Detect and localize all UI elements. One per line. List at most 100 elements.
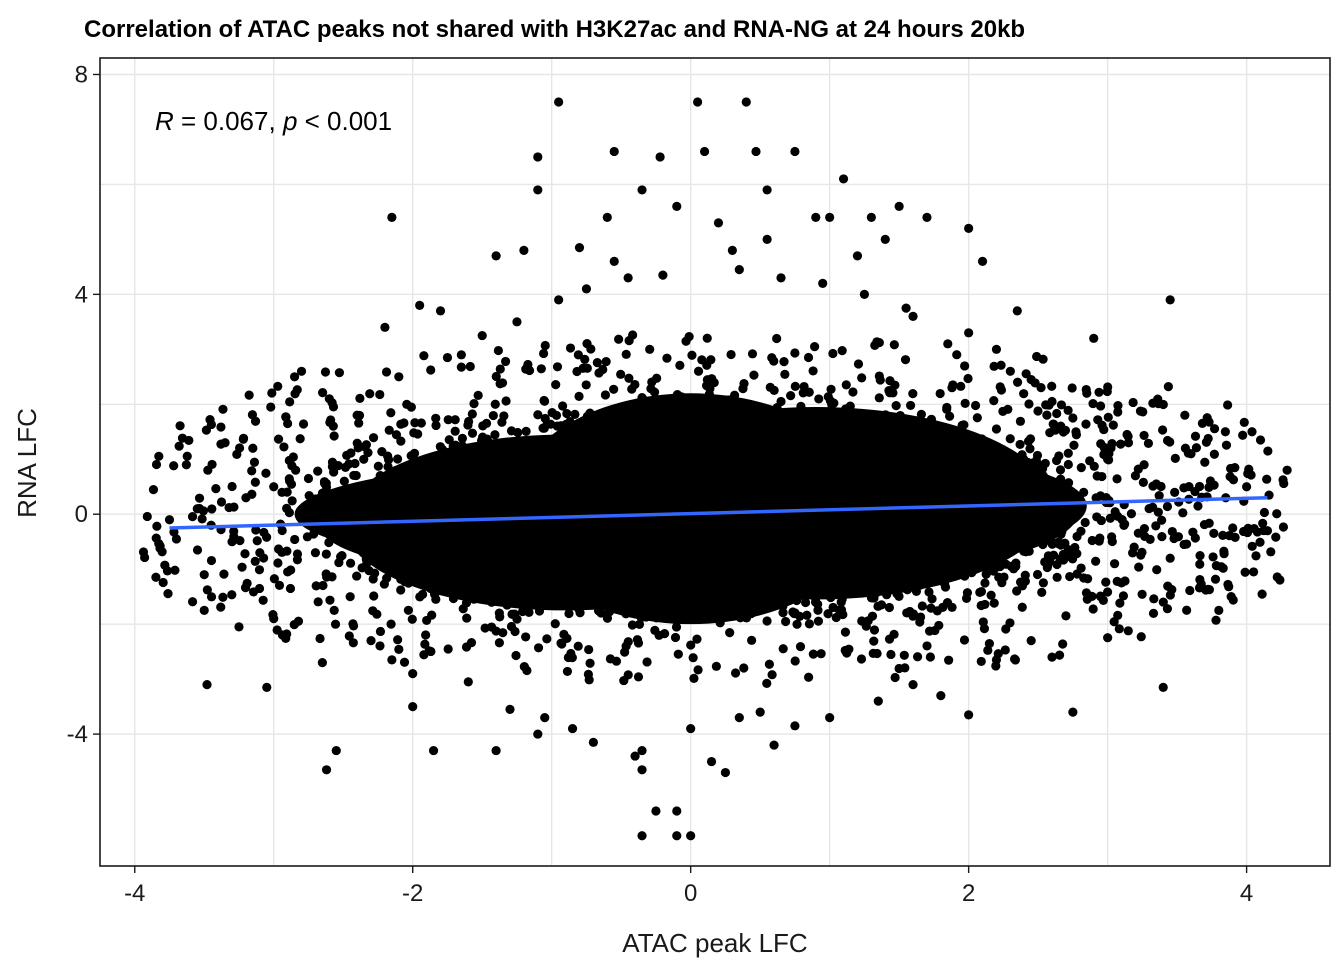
data-point: [790, 608, 800, 618]
data-point: [251, 525, 261, 535]
data-point: [767, 670, 777, 680]
data-point: [268, 609, 278, 620]
data-point: [944, 655, 954, 665]
data-point: [495, 612, 505, 622]
data-point: [1003, 404, 1013, 414]
data-point: [219, 569, 229, 579]
data-point: [619, 598, 630, 608]
data-point: [861, 621, 871, 631]
data-point: [693, 665, 703, 675]
data-point: [334, 368, 345, 378]
data-point: [986, 590, 996, 600]
data-point: [456, 579, 467, 589]
data-point: [1102, 587, 1113, 597]
data-point: [450, 415, 460, 425]
data-point: [1067, 383, 1077, 393]
data-point: [247, 489, 257, 499]
data-point: [790, 721, 800, 731]
data-point: [697, 355, 707, 365]
data-point: [194, 493, 205, 503]
data-point: [964, 710, 974, 720]
data-point: [1216, 562, 1226, 572]
data-point: [632, 635, 643, 645]
data-point: [538, 586, 548, 596]
data-point: [853, 359, 864, 369]
data-point: [325, 595, 335, 605]
data-point: [663, 402, 673, 412]
data-point: [509, 609, 520, 619]
data-point: [394, 372, 404, 382]
data-point: [457, 433, 468, 443]
y-tick-label: 8: [75, 61, 88, 88]
data-point: [292, 385, 302, 395]
data-point: [298, 419, 309, 429]
data-point: [564, 608, 574, 619]
data-point: [211, 484, 221, 494]
data-point: [572, 366, 582, 377]
data-point: [482, 584, 492, 595]
data-point: [1088, 604, 1098, 614]
data-point: [339, 476, 349, 486]
data-point: [1251, 551, 1261, 561]
data-point: [1058, 639, 1068, 649]
data-point: [908, 680, 918, 690]
data-point: [621, 641, 631, 651]
data-point: [1263, 446, 1273, 456]
data-point: [818, 412, 829, 422]
data-point: [469, 399, 479, 409]
data-point: [727, 245, 737, 255]
data-point: [581, 284, 592, 294]
data-point: [457, 441, 467, 451]
data-point: [250, 477, 260, 487]
data-point: [1063, 459, 1073, 470]
data-point: [837, 346, 847, 356]
data-point: [472, 572, 482, 583]
plot-panel-border: [99, 57, 1331, 867]
data-point: [604, 607, 615, 617]
data-point: [1108, 420, 1118, 430]
data-point: [1167, 526, 1177, 537]
data-point: [1255, 435, 1266, 445]
data-point: [671, 622, 682, 632]
data-point: [1242, 482, 1252, 492]
data-point: [691, 407, 701, 418]
data-point: [1072, 531, 1082, 542]
data-point: [1005, 434, 1015, 444]
data-point: [558, 401, 568, 411]
data-point: [870, 340, 880, 350]
y-tick-label: 0: [75, 501, 88, 528]
data-point: [419, 650, 429, 660]
data-point: [905, 400, 916, 411]
data-point: [1107, 439, 1117, 449]
data-point: [323, 524, 333, 534]
data-point: [1238, 430, 1248, 440]
data-point: [252, 536, 262, 546]
y-tick-label: -4: [67, 721, 88, 748]
data-point: [269, 482, 279, 492]
data-point: [1088, 398, 1098, 409]
data-point: [859, 289, 870, 299]
data-point: [945, 411, 955, 421]
data-point: [277, 487, 287, 497]
data-point: [566, 648, 576, 659]
data-point: [734, 265, 744, 275]
data-point: [1126, 509, 1137, 519]
y-tick-label: 4: [75, 281, 88, 308]
data-point: [582, 338, 592, 349]
data-point: [364, 565, 374, 576]
data-point: [1249, 567, 1259, 577]
data-point: [1219, 546, 1229, 556]
data-point: [633, 672, 644, 682]
data-point: [826, 384, 836, 394]
data-point: [692, 634, 702, 644]
data-point: [1266, 547, 1276, 557]
data-point: [706, 355, 716, 365]
data-point: [187, 597, 198, 607]
data-point: [1064, 511, 1074, 521]
data-point: [352, 571, 362, 581]
data-point: [991, 661, 1001, 671]
data-point: [334, 557, 344, 568]
data-point: [1220, 427, 1230, 437]
data-point: [889, 629, 899, 639]
data-point: [181, 460, 191, 470]
